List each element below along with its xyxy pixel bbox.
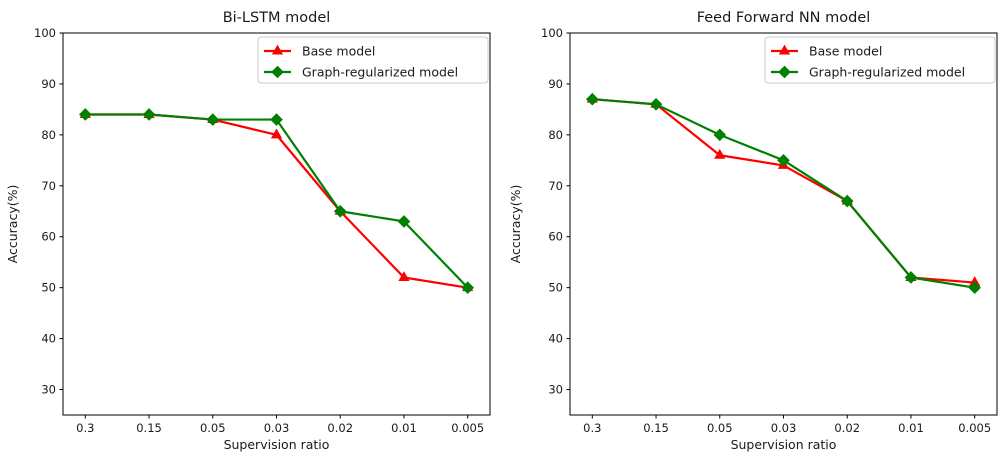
- diamond-marker: [270, 113, 283, 126]
- diamond-marker: [649, 97, 663, 111]
- x-tick-label: 0.05: [707, 421, 733, 435]
- diamond-marker: [968, 281, 982, 294]
- y-tick-label: 90: [548, 77, 563, 91]
- x-tick-label: 0.02: [834, 421, 860, 435]
- bilstm-chart: Bi-LSTM model 30 40 50 60 70 80 90 100 0.3 0.15 0.0…: [5, 10, 491, 452]
- y-tick-label: 40: [41, 332, 56, 346]
- series-line: [84, 113, 469, 289]
- x-tick-label: 0.005: [958, 421, 991, 435]
- diamond-marker: [397, 215, 411, 228]
- x-tick-label: 0.01: [898, 421, 924, 435]
- y-tick-label: 80: [41, 128, 56, 142]
- legend-box: [257, 36, 489, 84]
- y-tick-label: 60: [41, 230, 56, 244]
- legend-triangle-up-marker: [778, 44, 791, 55]
- diamond-marker: [333, 204, 347, 218]
- diamond-marker: [461, 281, 475, 294]
- diamond-marker: [713, 128, 727, 142]
- y-tick-label: 90: [41, 77, 56, 91]
- chart-title: Bi-LSTM model: [223, 10, 331, 26]
- legend-label: Base model: [302, 44, 375, 59]
- series-line: [591, 98, 976, 284]
- feed-forward-nn-chart: Feed Forward NN model 30 40 50 60 70 80 90 100 0.…: [508, 10, 998, 452]
- diamond-marker: [777, 154, 790, 167]
- x-tick-label: 0.05: [200, 421, 226, 435]
- y-tick-label: 40: [548, 332, 563, 346]
- diamond-marker: [142, 108, 156, 121]
- diamond-marker: [904, 271, 918, 284]
- y-tick-label: 100: [541, 26, 563, 40]
- y-tick-label: 50: [548, 281, 563, 295]
- y-axis-label: Accuracy(%): [508, 185, 523, 264]
- x-tick-label: 0.3: [583, 421, 601, 435]
- triangle-up-marker: [714, 148, 726, 159]
- y-tick-label: 60: [548, 230, 563, 244]
- triangle-up-marker: [270, 128, 283, 139]
- chart-title: Feed Forward NN model: [697, 10, 871, 26]
- diamond-marker: [840, 194, 854, 208]
- diamond-marker: [78, 108, 92, 121]
- legend-diamond-marker: [271, 65, 284, 79]
- plot-border: [62, 32, 491, 416]
- x-axis-label: Supervision ratio: [731, 437, 837, 452]
- x-tick-label: 0.15: [136, 421, 162, 435]
- series-line: [84, 113, 469, 289]
- plot-border: [569, 32, 998, 416]
- x-tick-label: 0.03: [264, 421, 290, 435]
- y-axis-label: Accuracy(%): [5, 185, 20, 264]
- y-tick-label: 80: [548, 128, 563, 142]
- y-tick-label: 30: [41, 383, 56, 397]
- legend-triangle-up-marker: [271, 44, 284, 55]
- y-tick-label: 100: [34, 26, 56, 40]
- x-tick-label: 0.01: [391, 421, 417, 435]
- y-tick-label: 70: [41, 179, 56, 193]
- legend-label: Graph-regularized model: [302, 65, 458, 80]
- x-axis-label: Supervision ratio: [224, 437, 330, 452]
- x-tick-label: 0.005: [451, 421, 484, 435]
- legend-label: Graph-regularized model: [809, 65, 965, 80]
- legend-label: Base model: [809, 44, 882, 59]
- y-tick-label: 50: [41, 281, 56, 295]
- x-tick-label: 0.15: [643, 421, 669, 435]
- diamond-marker: [585, 92, 599, 106]
- triangle-up-marker: [398, 271, 410, 281]
- x-tick-label: 0.3: [76, 421, 94, 435]
- y-tick-label: 30: [548, 383, 563, 397]
- y-tick-label: 70: [548, 179, 563, 193]
- x-tick-label: 0.02: [327, 421, 353, 435]
- legend-box: [764, 36, 996, 84]
- diamond-marker: [206, 113, 220, 126]
- series-line: [591, 98, 976, 289]
- x-tick-label: 0.03: [771, 421, 797, 435]
- legend-diamond-marker: [778, 65, 791, 79]
